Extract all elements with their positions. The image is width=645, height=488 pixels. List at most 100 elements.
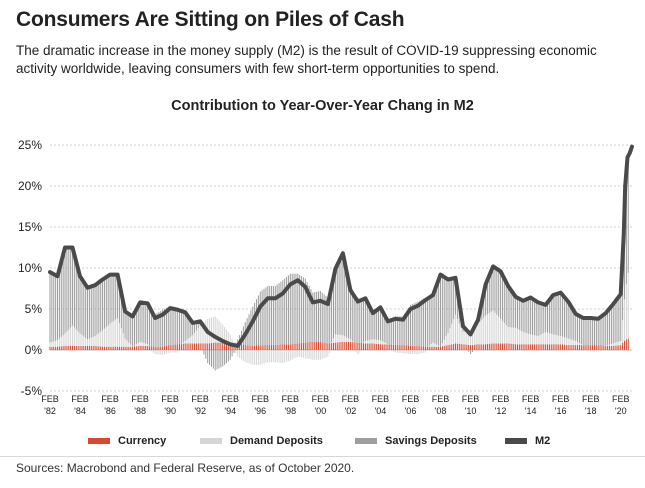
demand-bar [68, 329, 70, 346]
demand-bar [250, 350, 252, 365]
demand-bar [291, 350, 293, 360]
currency-bar [501, 343, 503, 350]
savings-bar [578, 315, 580, 344]
y-tick-label: 10% [18, 261, 42, 275]
demand-bar [79, 333, 81, 346]
demand-bar [229, 334, 231, 343]
savings-bar [616, 299, 618, 343]
savings-bar [150, 309, 152, 347]
savings-bar [496, 268, 498, 315]
savings-bar [612, 304, 614, 344]
savings-bar [70, 247, 72, 328]
grid [50, 144, 632, 392]
demand-bar [201, 323, 203, 344]
currency-bar [271, 345, 273, 350]
currency-bar [503, 343, 505, 350]
currency-bar [201, 343, 203, 350]
currency-bar [507, 343, 509, 350]
currency-bar [180, 343, 182, 350]
savings-bar [331, 286, 333, 343]
demand-bar [120, 328, 122, 347]
currency-bar [272, 345, 274, 350]
x-tick-label-bottom: '92 [194, 406, 206, 416]
currency-bar [374, 343, 376, 350]
x-tick-label-bottom: '16 [555, 406, 567, 416]
currency-bar [430, 346, 432, 350]
demand-bar [573, 340, 575, 346]
currency-bar [363, 343, 365, 350]
savings-bar [483, 293, 485, 318]
demand-bar [438, 345, 440, 347]
currency-bar [171, 344, 173, 350]
savings-bar [368, 305, 370, 341]
demand-bar [255, 350, 258, 365]
savings-bar [366, 302, 368, 341]
savings-bar [135, 309, 137, 345]
x-tick-label-bottom: '20 [615, 406, 627, 416]
currency-bar [92, 345, 94, 350]
currency-bar [122, 346, 124, 350]
demand-bar [209, 318, 211, 344]
savings-bar [49, 272, 51, 343]
currency-bar [612, 345, 614, 350]
currency-bar [66, 345, 68, 350]
x-tick-label-bottom: '96 [254, 406, 266, 416]
savings-bar [210, 350, 212, 367]
x-tick-label-top: FEB [191, 394, 209, 404]
demand-bar [567, 338, 569, 346]
demand-bar [158, 350, 160, 355]
savings-bar [389, 320, 391, 345]
savings-bar [426, 297, 428, 347]
currency-bar [455, 343, 457, 350]
currency-bar [528, 344, 530, 350]
currency-bar [115, 346, 117, 350]
demand-bar [411, 350, 413, 355]
currency-bar [130, 346, 132, 350]
currency-bar [449, 344, 451, 350]
savings-bar [560, 292, 562, 337]
demand-bar [297, 350, 299, 357]
currency-bar [242, 344, 244, 350]
currency-bar [483, 344, 485, 350]
currency-bar [143, 345, 145, 350]
currency-bar [575, 345, 577, 350]
currency-bar [331, 343, 333, 350]
demand-bar [182, 342, 184, 344]
savings-bar [393, 317, 395, 345]
savings-bar [79, 276, 81, 334]
savings-bar [402, 316, 404, 346]
demand-bar [485, 315, 487, 345]
savings-bar [558, 293, 560, 336]
demand-bar [394, 350, 396, 353]
currency-bar [618, 345, 620, 350]
savings-bar [115, 274, 117, 320]
demand-bar [498, 316, 500, 344]
demand-bar [620, 340, 622, 346]
savings-bar [171, 306, 173, 345]
demand-bar [308, 350, 310, 360]
currency-bar [620, 345, 622, 350]
demand-bar [293, 350, 295, 359]
demand-bar [577, 342, 579, 346]
currency-bar [64, 345, 66, 350]
savings-bar [449, 279, 451, 329]
currency-bar [117, 346, 119, 350]
currency-bar [543, 344, 545, 350]
demand-bar [347, 338, 350, 342]
savings-bar [304, 278, 306, 343]
currency-bar [462, 344, 464, 350]
currency-bar [370, 343, 372, 350]
currency-bar [90, 345, 92, 350]
currency-bar [276, 344, 278, 350]
demand-bar [190, 336, 192, 344]
currency-bar [558, 344, 560, 350]
savings-bar [552, 295, 554, 335]
demand-bar [453, 319, 455, 344]
demand-bar [188, 338, 190, 344]
savings-bar [533, 299, 535, 336]
currency-bar [518, 344, 520, 350]
demand-bar [145, 343, 147, 346]
currency-bar [325, 343, 327, 350]
demand-bar [224, 327, 226, 343]
demand-bar [222, 324, 224, 343]
